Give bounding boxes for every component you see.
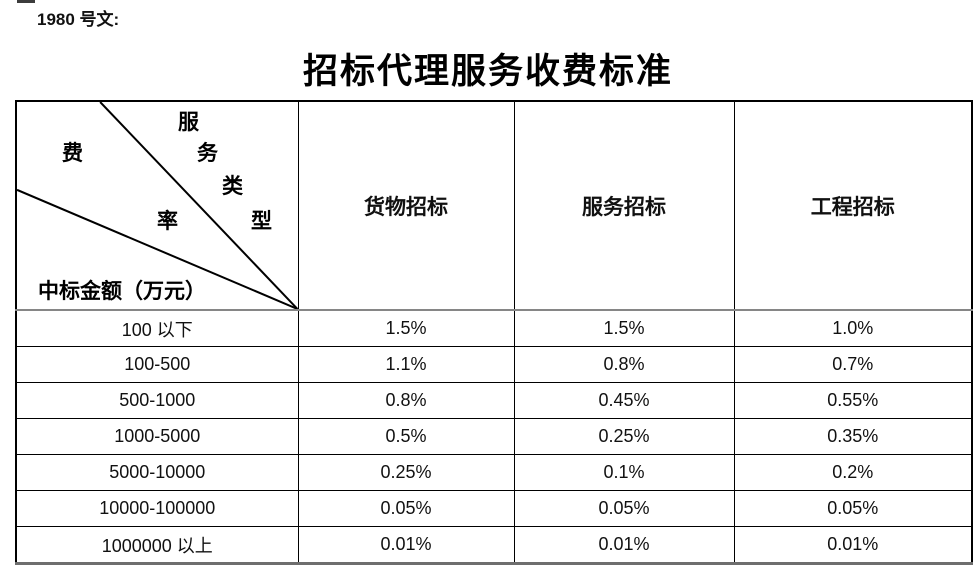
amount-range-cell: 100 以下 — [15, 309, 299, 347]
column-header-goods: 货物招标 — [297, 100, 515, 311]
amount-range-cell: 10000-100000 — [15, 490, 299, 527]
amount-range-cell: 1000-5000 — [15, 418, 299, 455]
rate-value-cell: 0.01% — [513, 526, 735, 564]
doc-number-label: 1980 号文: — [37, 10, 120, 29]
rate-value-cell: 0.45% — [513, 382, 735, 419]
rate-value-cell: 0.05% — [513, 490, 735, 527]
column-header-engineering: 工程招标 — [733, 100, 973, 311]
corner-label-service-char: 类 — [222, 174, 243, 198]
amount-range-cell: 5000-10000 — [15, 454, 299, 491]
diagonal-lines — [17, 102, 298, 309]
rate-value-cell: 0.05% — [733, 490, 973, 527]
rate-value-cell: 0.55% — [733, 382, 973, 419]
rate-value-cell: 0.2% — [733, 454, 973, 491]
page-title: 招标代理服务收费标准 — [302, 52, 673, 91]
table-row: 100 以下 1.5% 1.5% 1.0% — [15, 309, 973, 347]
rate-value-cell: 0.8% — [513, 346, 735, 383]
stray-mark — [17, 0, 35, 3]
table-row: 500-1000 0.8% 0.45% 0.55% — [15, 382, 973, 419]
fee-standard-table: 服 务 类 型 费 率 中标金额（万元） 货物招标 服务招标 工程招标 100 … — [15, 100, 973, 565]
rate-value-cell: 0.35% — [733, 418, 973, 455]
corner-label-rate-char: 率 — [157, 209, 178, 233]
rate-value-cell: 1.1% — [297, 346, 515, 383]
diagonal-corner-cell: 服 务 类 型 费 率 中标金额（万元） — [15, 100, 299, 311]
rate-value-cell: 0.25% — [513, 418, 735, 455]
corner-label-service-char: 服 — [178, 110, 199, 134]
rate-value-cell: 0.01% — [733, 526, 973, 564]
rate-value-cell: 1.5% — [297, 309, 515, 347]
rate-value-cell: 0.25% — [297, 454, 515, 491]
corner-label-service-char: 务 — [197, 141, 218, 165]
rate-value-cell: 0.01% — [297, 526, 515, 564]
column-header-services: 服务招标 — [513, 100, 735, 311]
table-row: 1000000 以上 0.01% 0.01% 0.01% — [15, 526, 973, 564]
amount-range-cell: 100-500 — [15, 346, 299, 383]
rate-value-cell: 0.5% — [297, 418, 515, 455]
corner-label-service-char: 型 — [251, 209, 272, 233]
diagonal-corner-inner: 服 务 类 型 费 率 中标金额（万元） — [17, 102, 298, 309]
rate-value-cell: 1.0% — [733, 309, 973, 347]
corner-label-fee-char: 费 — [62, 141, 83, 165]
rate-value-cell: 0.7% — [733, 346, 973, 383]
corner-amount-label: 中标金额（万元） — [38, 279, 206, 303]
amount-range-cell: 1000000 以上 — [15, 526, 299, 564]
rate-value-cell: 1.5% — [513, 309, 735, 347]
table-row: 1000-5000 0.5% 0.25% 0.35% — [15, 418, 973, 455]
rate-value-cell: 0.05% — [297, 490, 515, 527]
rate-value-cell: 0.1% — [513, 454, 735, 491]
table-header-row: 服 务 类 型 费 率 中标金额（万元） 货物招标 服务招标 工程招标 — [15, 100, 973, 311]
table-row: 10000-100000 0.05% 0.05% 0.05% — [15, 490, 973, 527]
amount-range-cell: 500-1000 — [15, 382, 299, 419]
table-row: 100-500 1.1% 0.8% 0.7% — [15, 346, 973, 383]
rate-value-cell: 0.8% — [297, 382, 515, 419]
table-row: 5000-10000 0.25% 0.1% 0.2% — [15, 454, 973, 491]
